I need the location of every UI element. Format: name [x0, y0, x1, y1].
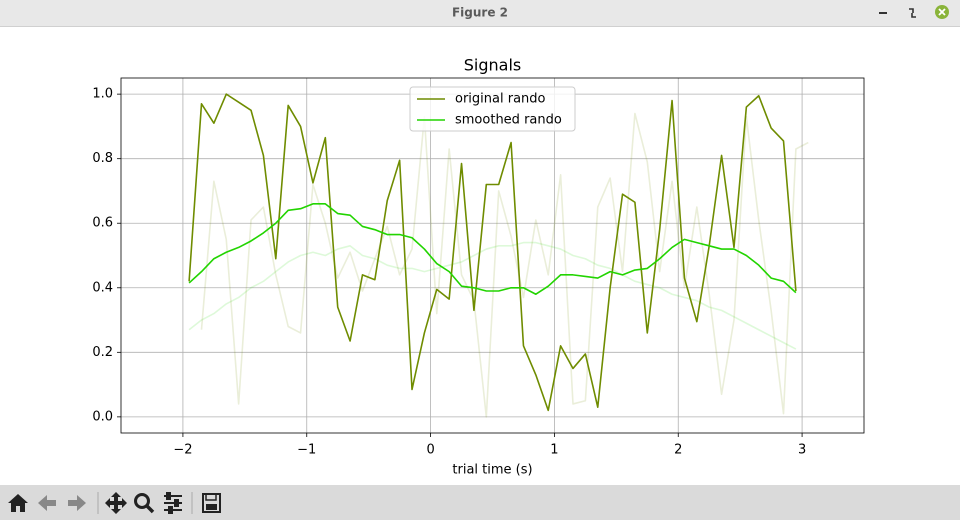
axes-frame [120, 77, 865, 434]
y-tick-label: 0.0 [92, 409, 113, 424]
legend-label: original rando [455, 92, 546, 107]
line-series [188, 93, 797, 412]
x-tick-label: 2 [674, 443, 682, 458]
y-tick-label: 0.4 [92, 280, 113, 295]
y-tick-label: 1.0 [92, 87, 113, 102]
toolbar [0, 485, 960, 520]
close-button[interactable] [935, 5, 949, 19]
zoom-button[interactable] [134, 493, 155, 514]
y-tick-label: 0.2 [92, 345, 113, 360]
y-tick-label: 0.6 [92, 216, 113, 231]
x-tick-label: 3 [798, 443, 806, 458]
x-axis-label: trial time (s) [452, 463, 532, 478]
save-button[interactable] [202, 493, 221, 513]
home-button[interactable] [8, 494, 28, 512]
forward-button[interactable] [68, 495, 86, 511]
line-series [188, 203, 797, 296]
y-tick-label: 0.8 [92, 151, 113, 166]
legend-box [409, 86, 576, 132]
x-tick-label: 0 [426, 443, 434, 458]
configure-button[interactable] [164, 492, 182, 514]
chart-title: Signals [464, 56, 521, 75]
line-series [188, 241, 797, 350]
pan-button[interactable] [105, 492, 127, 514]
title-bar [0, 0, 960, 26]
x-tick-label: −1 [297, 443, 316, 458]
x-tick-label: 1 [550, 443, 558, 458]
x-tick-label: −2 [173, 443, 192, 458]
back-button[interactable] [38, 495, 56, 511]
legend-label: smoothed rando [455, 113, 562, 128]
window-title: Figure 2 [452, 6, 508, 20]
maximize-button[interactable] [909, 8, 916, 18]
line-series [200, 112, 809, 418]
